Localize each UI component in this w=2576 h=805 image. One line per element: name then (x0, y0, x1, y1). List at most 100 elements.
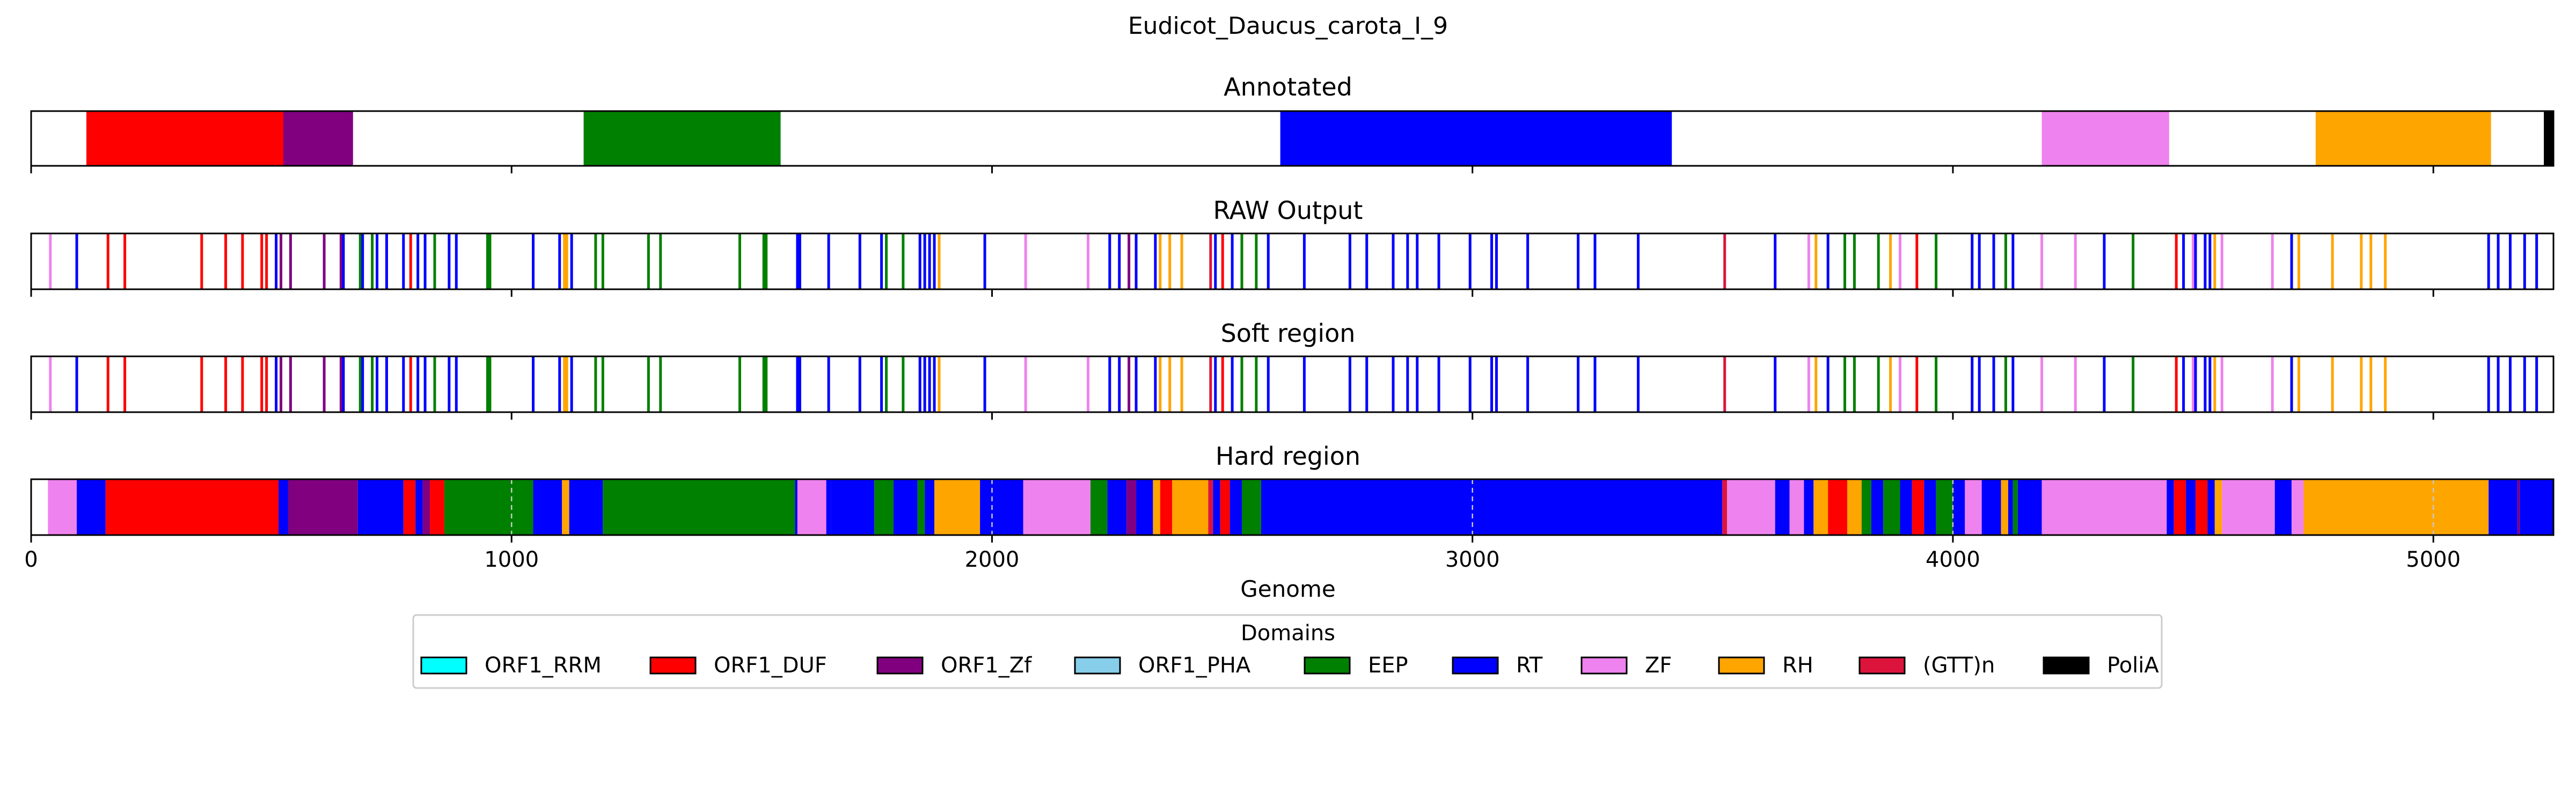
legend-label-zf: ZF (1645, 653, 1672, 678)
domain-segment-rt (1900, 479, 1912, 535)
panel-title-soft-region: Soft region (1221, 319, 1356, 348)
domain-segment-rt (795, 479, 797, 535)
domain-segment-rt (2186, 479, 2196, 535)
domain-segment-orf1-duf (403, 479, 416, 535)
domain-segment-rt (357, 479, 404, 535)
domain-segment-zf (797, 479, 826, 535)
legend-label-orf1-duf: ORF1_DUF (714, 653, 827, 678)
domain-segment-orf1-zf (2517, 479, 2520, 535)
domain-segment-rt (77, 479, 106, 535)
legend-swatch-polia (2043, 656, 2090, 675)
domain-segment-orf1-zf (1126, 479, 1137, 535)
legend-swatch-rh (1718, 656, 1765, 675)
domain-segment-rt (2489, 479, 2518, 535)
domain-segment-zf (48, 479, 77, 535)
domain-segment-rt (2008, 479, 2013, 535)
domain-segment-rt (925, 479, 935, 535)
domain-segment-zf (2041, 111, 2169, 166)
legend-entries: ORF1_RRM ORF1_DUF ORF1_Zf ORF1_PHA EEP RT ZF RH… (420, 653, 2159, 678)
track-frame (30, 110, 2555, 167)
x-tick-label: 2000 (965, 547, 1020, 572)
domain-segment-rt (1213, 479, 1220, 535)
domain-segment-eep (583, 111, 781, 166)
domain-segment-orf1-duf (1828, 479, 1847, 535)
domain-segment-eep (1936, 479, 1953, 535)
domain-segment-zf (2222, 479, 2275, 535)
x-axis: 0 1000 2000 3000 4000 5000 (24, 547, 2461, 572)
domain-segment-rt (279, 479, 288, 535)
track-raw-output (30, 232, 2555, 297)
legend-swatch-rt (1452, 656, 1499, 675)
legend-label-polia: PoliA (2107, 653, 2159, 678)
track-soft-region (30, 355, 2555, 420)
x-tick-label: 0 (24, 547, 38, 572)
domain-segment-rt (826, 479, 831, 535)
domain-segment-orf1-duf (1912, 479, 1924, 535)
domain-segment-rt (1107, 479, 1127, 535)
domain-segment-rh (939, 479, 980, 535)
domain-segment-rh (2315, 111, 2491, 166)
legend-swatch-eep (1304, 656, 1351, 675)
legend-title: Domains (1241, 621, 1335, 646)
domain-segment-rt (1230, 479, 1242, 535)
legend-swatch-zf (1580, 656, 1628, 675)
domain-segment-eep (2012, 479, 2018, 535)
domain-segment-eep (917, 479, 925, 535)
domain-segment-zf (1789, 479, 1804, 535)
legend-swatch-orf1-duf (649, 656, 697, 675)
domain-segment-rh (1847, 479, 1862, 535)
domain-segment-rh (562, 479, 569, 535)
chart-title: Eudicot_Daucus_carota_I_9 (1128, 12, 1448, 40)
domain-segment-orf1-duf (1160, 479, 1173, 535)
domain-segment-rt (831, 479, 875, 535)
domain-segment-orf1-duf (2174, 479, 2186, 535)
track-frame (30, 355, 2555, 413)
track-frame (30, 232, 2555, 290)
domain-segment-rt (2520, 479, 2553, 535)
domain-segment-rt (1280, 111, 1672, 166)
domain-segment-rt (1136, 479, 1153, 535)
legend-swatch-orf1-zf (876, 656, 924, 675)
legend-label-rh: RH (1782, 653, 1813, 678)
domain-segment-eep (874, 479, 894, 535)
domain-segment-rt (2207, 479, 2215, 535)
domain-segment-rt (980, 479, 1023, 535)
x-tick-label: 3000 (1445, 547, 1500, 572)
panel-raw-output: RAW Output (30, 196, 2555, 297)
legend-label-orf1-rrm: ORF1_RRM (485, 653, 602, 678)
legend-swatch-orf1-rrm (420, 656, 467, 675)
domain-segment-rh (1172, 479, 1209, 535)
panel-title-annotated: Annotated (1224, 72, 1352, 101)
x-tick-label: 1000 (484, 547, 539, 572)
domain-segment-eep (444, 479, 533, 535)
panel-title-hard-region: Hard region (1216, 442, 1360, 471)
domain-segment-rt (1804, 479, 1814, 535)
track-hard-region (30, 478, 2555, 543)
domain-segment-orf1-zf (422, 479, 430, 535)
domain-segment-rt (1924, 479, 1936, 535)
legend-swatch-orf1-pha (1074, 656, 1121, 675)
domain-segment-rt (1871, 479, 1884, 535)
domain-segment-eep (1091, 479, 1108, 535)
domain-segment-rt (1261, 479, 1723, 535)
domain-segment-rh (934, 479, 939, 535)
x-tick-label: 5000 (2406, 547, 2461, 572)
domain-segment-rt (1981, 479, 2001, 535)
domain-segment-rh (2214, 479, 2222, 535)
legend-swatch-gtt-n (1858, 656, 1906, 675)
x-tick-label: 4000 (1926, 547, 1980, 572)
domain-segment-zf (1965, 479, 1982, 535)
domain-segment-rt (533, 479, 562, 535)
domain-segment-orf1-zf (288, 479, 358, 535)
panel-annotated: Annotated (30, 72, 2555, 173)
legend-label-gtt-n: (GTT)n (1923, 653, 1995, 678)
legend-label-orf1-pha: ORF1_PHA (1138, 653, 1251, 678)
domain-segment-eep (1242, 479, 1261, 535)
domain-segment-rh (2001, 479, 2008, 535)
domain-segment-zf (2041, 479, 2167, 535)
domain-segment-rt (1775, 479, 1790, 535)
x-axis-label: Genome (1240, 576, 1335, 602)
panel-soft-region: Soft region (30, 319, 2555, 420)
domain-segment-rt (893, 479, 918, 535)
